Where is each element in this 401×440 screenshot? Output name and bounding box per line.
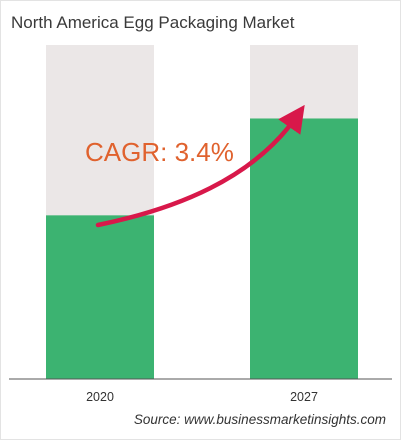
bar-2027 [250,118,358,379]
source-note: Source: www.businessmarketinsights.com [133,412,386,427]
cagr-arrow [95,104,305,228]
x-tick-label-2020: 2020 [86,390,114,404]
cagr-annotation: CAGR: 3.4% [85,137,234,167]
bar-2020 [46,215,154,379]
chart-title: North America Egg Packaging Market [11,13,295,32]
x-tick-label-2027: 2027 [290,390,318,404]
